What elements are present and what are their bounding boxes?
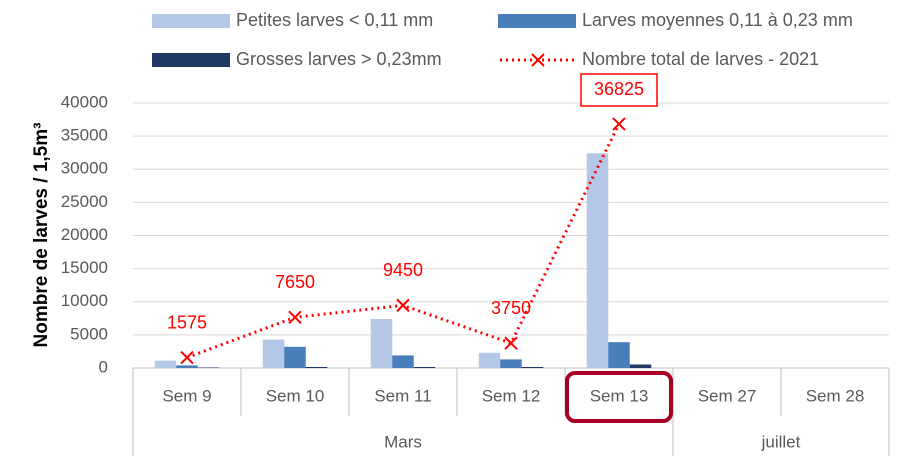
legend-label: Larves moyennes 0,11 à 0,23 mm: [582, 10, 853, 30]
line-marker: [612, 117, 626, 131]
value-label: 36825: [594, 79, 644, 99]
value-label: 7650: [275, 272, 315, 292]
group-label: Mars: [384, 432, 422, 451]
bar: [586, 153, 609, 368]
bar: [154, 360, 177, 368]
bar: [284, 346, 306, 368]
y-axis-label: Nombre de larves / 1,5m³: [31, 123, 52, 348]
bar: [392, 355, 414, 368]
value-label: 9450: [383, 260, 423, 280]
legend-swatch: [498, 14, 576, 28]
y-tick-label: 20000: [61, 225, 108, 244]
line: [186, 123, 621, 359]
y-tick-label: 5000: [70, 324, 108, 343]
bar: [478, 352, 501, 368]
bar: [262, 339, 285, 368]
bar: [176, 365, 198, 368]
bar: [305, 367, 328, 368]
highlight-box: [565, 371, 673, 423]
value-label: 3750: [491, 298, 531, 318]
legend-label: Petites larves < 0,11 mm: [236, 10, 433, 30]
bar: [500, 359, 522, 368]
value-label-box: [580, 73, 658, 107]
x-tick-label: Sem 10: [266, 386, 325, 405]
bar: [629, 364, 652, 368]
y-tick-label: 10000: [61, 291, 108, 310]
line-marker: [288, 310, 302, 325]
x-tick-label: Sem 9: [162, 386, 211, 405]
bar: [521, 367, 544, 368]
line-marker: [180, 350, 194, 365]
y-tick-label: 40000: [61, 92, 108, 111]
value-label: 1575: [167, 312, 207, 332]
y-tick-label: 15000: [61, 258, 108, 277]
group-label: juillet: [761, 432, 801, 451]
x-tick-label: Sem 27: [698, 386, 757, 405]
legend-swatch: [152, 14, 230, 28]
x-tick-label: Sem 13: [590, 386, 649, 405]
y-tick-label: 0: [99, 357, 108, 376]
x-tick-label: Sem 11: [374, 386, 431, 405]
legend-marker: [531, 53, 545, 67]
legend-swatch: [152, 53, 230, 67]
x-tick-label: Sem 12: [482, 386, 541, 405]
legend-label: Grosses larves > 0,23mm: [236, 49, 442, 69]
y-tick-label: 35000: [61, 126, 108, 145]
y-tick-label: 25000: [61, 192, 108, 211]
line-marker: [504, 336, 518, 350]
legend-label: Nombre total de larves - 2021: [582, 49, 819, 69]
bar: [608, 342, 630, 368]
x-tick-label: Sem 28: [806, 386, 865, 405]
y-tick-label: 30000: [61, 159, 108, 178]
line-marker: [396, 298, 410, 313]
bar: [413, 367, 436, 368]
bar: [370, 318, 393, 368]
